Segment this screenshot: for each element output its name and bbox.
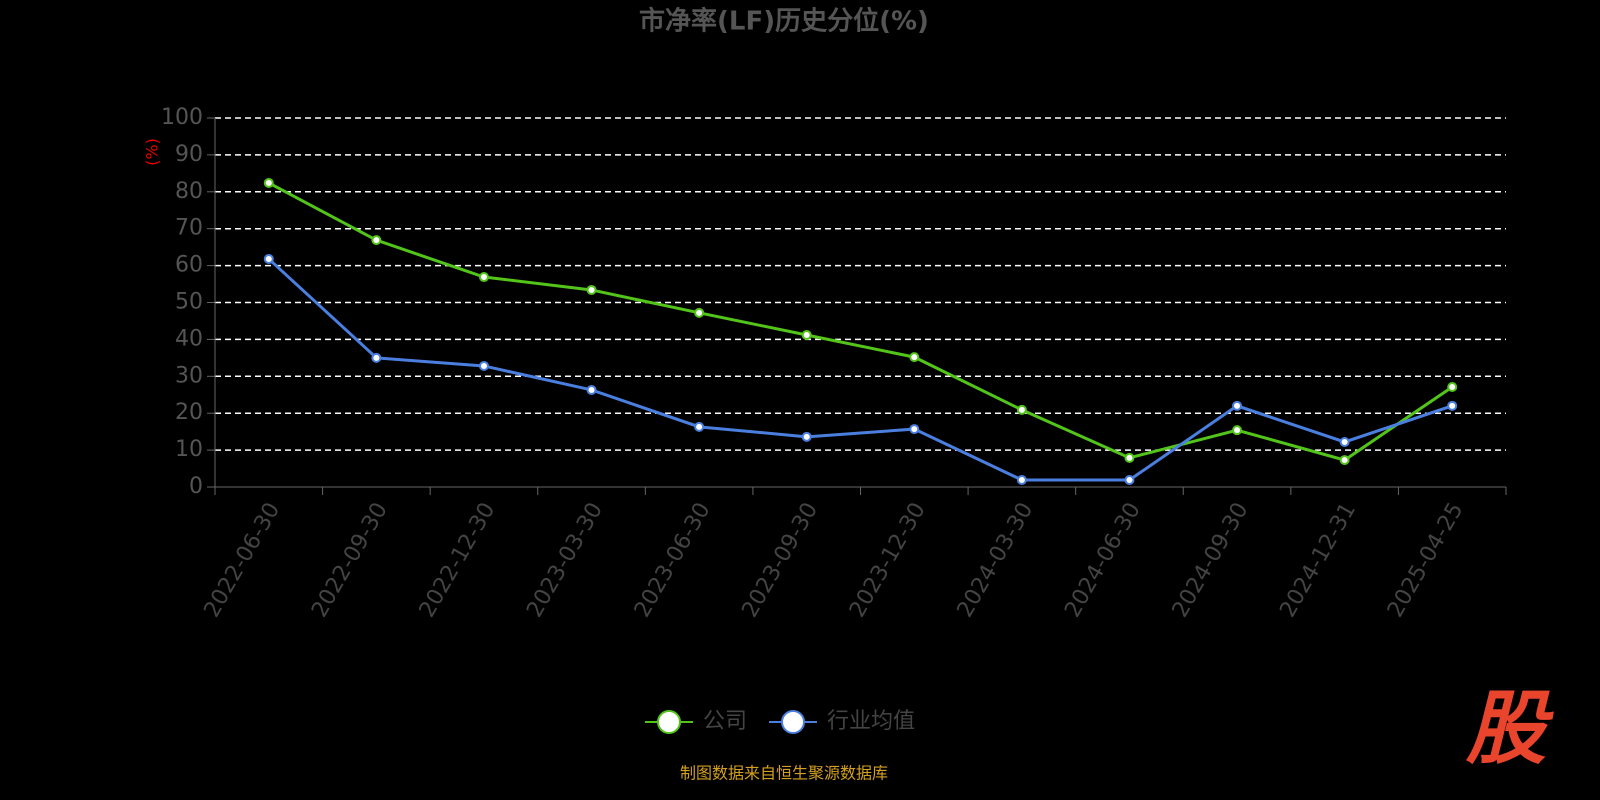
- x-tick-label: 2022-06-30: [200, 499, 286, 622]
- data-point: [1232, 425, 1243, 436]
- y-tick-label: 90: [175, 142, 203, 167]
- data-point: [586, 384, 597, 395]
- y-axis-label: (%): [143, 138, 162, 166]
- y-tick-label: 60: [175, 253, 203, 278]
- x-tick-label: 2025-04-25: [1383, 499, 1469, 622]
- x-tick-label: 2023-06-30: [630, 499, 716, 622]
- legend-marker: [781, 710, 806, 734]
- y-tick-label: 70: [175, 216, 203, 241]
- data-point: [1447, 382, 1458, 393]
- data-point: [371, 352, 382, 363]
- y-tick-label: 20: [175, 400, 203, 425]
- data-point: [1124, 452, 1135, 463]
- data-point: [263, 177, 274, 188]
- y-tick-label: 50: [175, 290, 203, 315]
- series-line: [267, 257, 1453, 482]
- data-point: [909, 352, 920, 363]
- chart-title: 市净率(LF)历史分位(%): [639, 6, 929, 37]
- data-point: [586, 284, 597, 295]
- data-point: [909, 424, 920, 435]
- x-tick-label: 2023-12-30: [845, 499, 931, 622]
- x-tick-label: 2022-09-30: [307, 499, 393, 622]
- watermark: 股: [1465, 682, 1554, 775]
- data-point: [694, 307, 705, 318]
- data-point: [1447, 400, 1458, 411]
- data-point: [478, 272, 489, 283]
- data-point: [1339, 455, 1350, 466]
- y-tick-label: 100: [161, 105, 203, 130]
- y-tick-label: 40: [175, 326, 203, 351]
- y-tick-label: 10: [175, 437, 203, 462]
- data-point: [1016, 404, 1027, 415]
- x-tick-label: 2023-09-30: [738, 499, 824, 622]
- x-tick-label: 2024-06-30: [1060, 499, 1146, 622]
- legend-marker: [657, 710, 681, 734]
- data-point: [1124, 474, 1135, 485]
- x-tick-label: 2023-03-30: [522, 499, 608, 622]
- legend-item[interactable]: 行业均值: [769, 709, 915, 734]
- data-point: [1232, 400, 1243, 411]
- legend-item[interactable]: 公司: [645, 709, 747, 734]
- data-point: [263, 253, 274, 264]
- x-tick-label: 2022-12-30: [415, 499, 501, 622]
- data-point: [1339, 436, 1350, 447]
- legend-label: 公司: [703, 709, 747, 734]
- data-point: [1016, 474, 1027, 485]
- x-tick-label: 2024-09-30: [1168, 499, 1254, 622]
- data-point: [801, 329, 812, 340]
- data-point: [801, 431, 812, 442]
- source-note: 制图数据来自恒生聚源数据库: [680, 764, 888, 783]
- data-point: [371, 235, 382, 246]
- x-tick-label: 2024-03-30: [953, 499, 1039, 622]
- y-tick-label: 0: [189, 474, 203, 499]
- data-point: [478, 360, 489, 371]
- y-tick-label: 30: [175, 363, 203, 388]
- y-tick-label: 80: [175, 179, 203, 204]
- legend-label: 行业均值: [827, 709, 915, 734]
- series-line: [268, 181, 1454, 462]
- data-point: [694, 421, 705, 432]
- x-tick-label: 2024-12-31: [1275, 499, 1361, 622]
